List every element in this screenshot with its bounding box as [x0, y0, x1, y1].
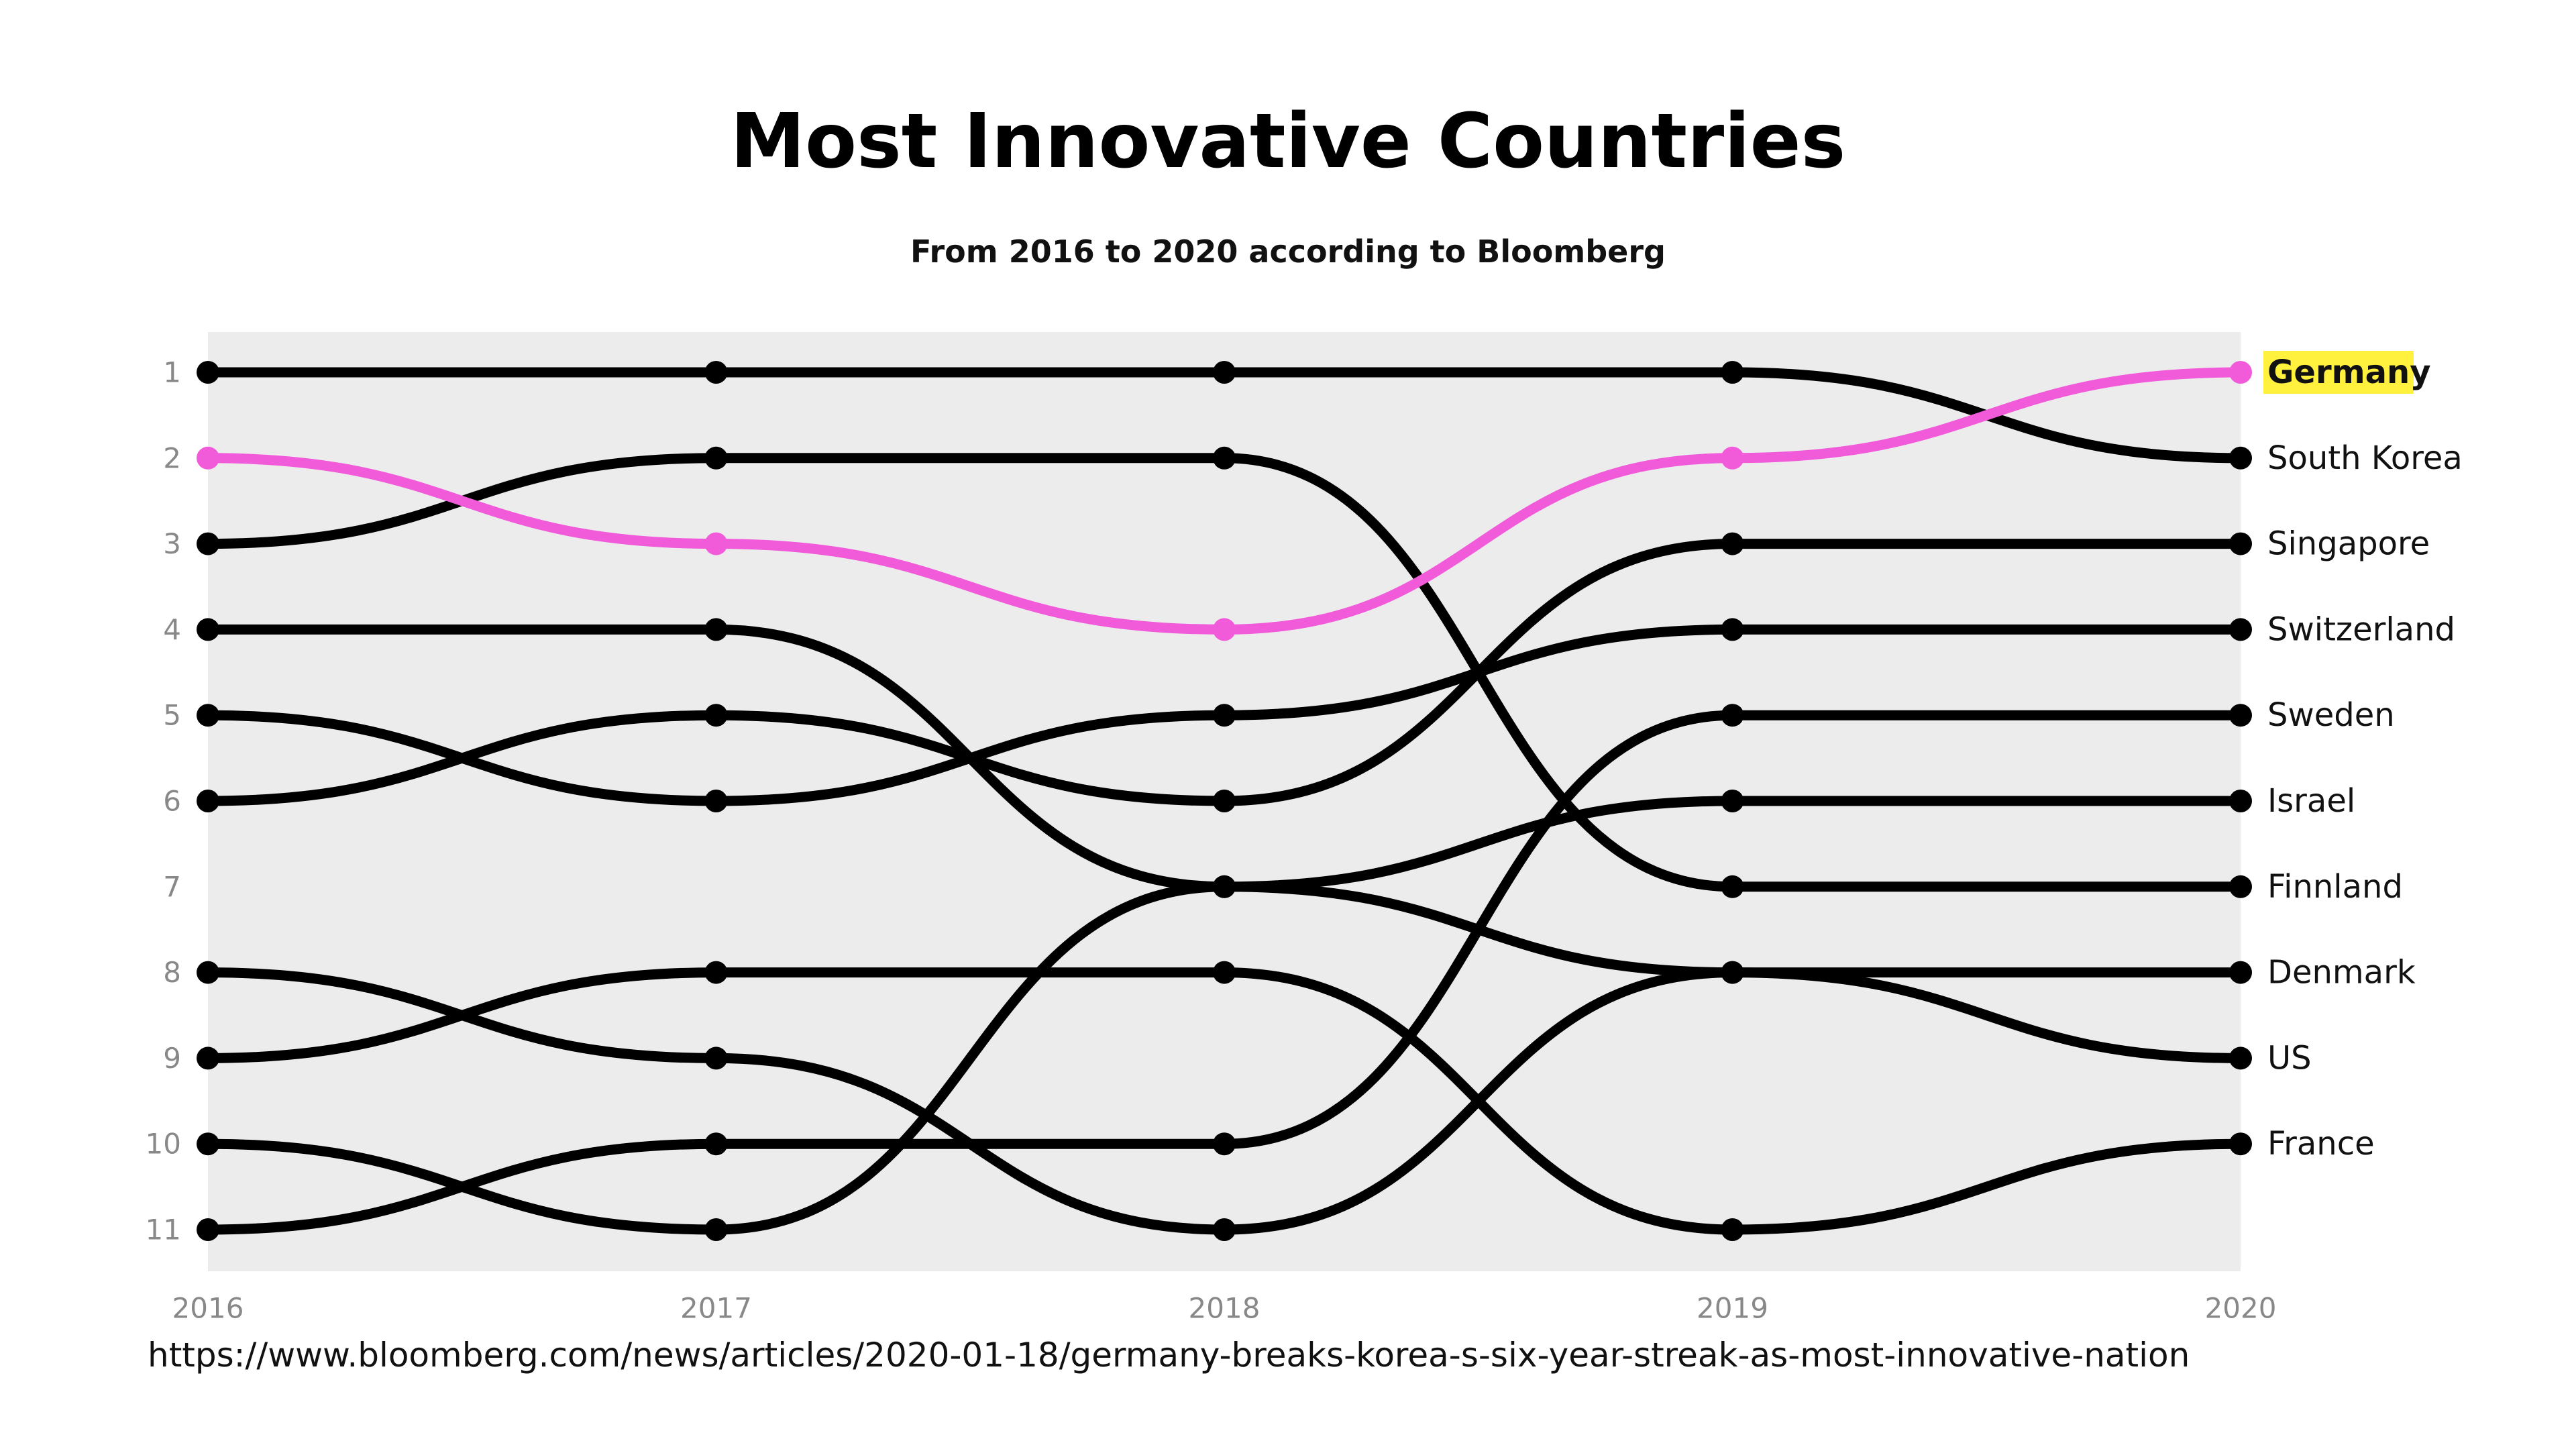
- y-tick-label-1: 1: [163, 356, 181, 389]
- y-axis-ticks: 1 2 3 4 5 6 7 8 9 10 11: [146, 356, 181, 1246]
- point-switzerland-2018: [1213, 704, 1236, 727]
- y-tick-label-9: 9: [163, 1042, 181, 1075]
- chart-title: Most Innovative Countries: [730, 98, 1846, 185]
- source-url: https://www.bloomberg.com/news/articles/…: [148, 1336, 2190, 1375]
- point-germany-2018: [1213, 618, 1236, 641]
- y-tick-label-10: 10: [146, 1128, 181, 1161]
- point-sweden-2016: [197, 1218, 219, 1241]
- series-line-sweden: [203, 710, 2246, 1235]
- y-tick-label-6: 6: [163, 785, 181, 818]
- point-singapore-2017: [704, 704, 728, 727]
- label-germany: Germany: [2267, 354, 2431, 391]
- point-france-2016: [197, 1046, 219, 1070]
- point-switzerland-2020: [2229, 618, 2252, 641]
- series-points: [197, 361, 2252, 1241]
- highlight-label-background: [2263, 351, 2414, 394]
- point-south-korea-2020: [2229, 446, 2252, 470]
- point-singapore-2016: [197, 790, 219, 812]
- point-sweden-2019: [1721, 704, 1744, 727]
- x-tick-label-2019: 2019: [1697, 1292, 1768, 1325]
- point-france-2019: [1721, 1218, 1744, 1241]
- x-tick-label-2020: 2020: [2205, 1292, 2277, 1325]
- label-france: France: [2267, 1125, 2375, 1163]
- point-singapore-2019: [1721, 532, 1744, 555]
- point-switzerland-2017: [704, 790, 728, 812]
- point-finnland-2019: [1721, 875, 1744, 898]
- point-denmark-2016: [197, 961, 219, 984]
- x-tick-label-2016: 2016: [172, 1292, 244, 1325]
- point-south-korea-2018: [1213, 361, 1236, 384]
- point-germany-2020: [2229, 361, 2252, 384]
- series-line-france: [203, 967, 2246, 1235]
- point-sweden-2017: [704, 1132, 728, 1156]
- point-south-korea-2016: [197, 361, 219, 384]
- point-us-2018: [1213, 875, 1236, 898]
- x-axis-ticks: 2016 2017 2018 2019 2020: [172, 1292, 2277, 1325]
- point-denmark-2018: [1213, 1218, 1236, 1241]
- point-denmark-2017: [704, 1046, 728, 1070]
- x-tick-label-2017: 2017: [680, 1292, 752, 1325]
- y-tick-label-3: 3: [163, 527, 181, 560]
- point-france-2017: [704, 961, 728, 984]
- point-france-2018: [1213, 961, 1236, 984]
- country-labels: South Korea Singapore Switzerland Sweden Isr…: [2263, 351, 2463, 1163]
- point-germany-2016: [197, 446, 219, 470]
- y-tick-label-11: 11: [146, 1214, 181, 1246]
- y-tick-label-8: 8: [163, 956, 181, 989]
- point-south-korea-2019: [1721, 361, 1744, 384]
- y-tick-label-5: 5: [163, 699, 181, 732]
- point-switzerland-2016: [197, 704, 219, 727]
- point-finnland-2017: [704, 446, 728, 470]
- point-denmark-2020: [2229, 961, 2252, 984]
- point-sweden-2018: [1213, 1132, 1236, 1156]
- point-germany-2019: [1721, 446, 1744, 470]
- y-tick-label-4: 4: [163, 613, 181, 646]
- x-tick-label-2018: 2018: [1189, 1292, 1260, 1325]
- point-us-2016: [197, 618, 219, 641]
- label-singapore: Singapore: [2267, 525, 2430, 563]
- point-israel-2019: [1721, 790, 1744, 812]
- label-sweden: Sweden: [2267, 696, 2395, 734]
- point-us-2019: [1721, 961, 1744, 984]
- series-line-israel: [203, 796, 2246, 1235]
- point-germany-2017: [704, 532, 728, 555]
- label-us: US: [2267, 1039, 2312, 1077]
- point-israel-2017: [704, 1218, 728, 1241]
- series-line-finnland: [203, 453, 2246, 892]
- label-denmark: Denmark: [2267, 954, 2416, 991]
- point-us-2017: [704, 618, 728, 641]
- y-tick-label-7: 7: [163, 870, 181, 903]
- point-south-korea-2017: [704, 361, 728, 384]
- chart-subtitle: From 2016 to 2020 according to Bloomberg: [910, 233, 1666, 270]
- point-israel-2016: [197, 1132, 219, 1156]
- label-switzerland: Switzerland: [2267, 610, 2455, 648]
- point-finnland-2018: [1213, 446, 1236, 470]
- point-singapore-2020: [2229, 532, 2252, 555]
- point-israel-2020: [2229, 790, 2252, 812]
- point-france-2020: [2229, 1132, 2252, 1156]
- label-finnland: Finnland: [2267, 868, 2403, 906]
- point-us-2020: [2229, 1046, 2252, 1070]
- point-finnland-2020: [2229, 875, 2252, 898]
- point-switzerland-2019: [1721, 618, 1744, 641]
- point-finnland-2016: [197, 532, 219, 555]
- point-sweden-2020: [2229, 704, 2252, 727]
- label-israel: Israel: [2267, 782, 2355, 820]
- point-singapore-2018: [1213, 790, 1236, 812]
- label-south-korea: South Korea: [2267, 439, 2463, 477]
- y-tick-label-2: 2: [163, 441, 181, 474]
